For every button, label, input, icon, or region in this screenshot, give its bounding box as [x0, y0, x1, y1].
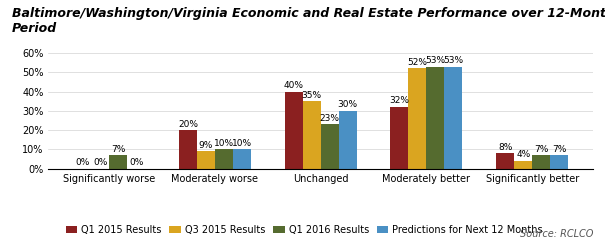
Bar: [408, 68, 427, 169]
Bar: [445, 67, 462, 169]
Text: 4%: 4%: [516, 150, 531, 160]
Bar: [215, 149, 233, 169]
Text: 0%: 0%: [129, 158, 143, 167]
Text: Source: RCLCO: Source: RCLCO: [520, 229, 593, 239]
Text: 10%: 10%: [232, 139, 252, 148]
Bar: [496, 153, 514, 169]
Text: 40%: 40%: [284, 81, 304, 90]
Text: 7%: 7%: [111, 145, 125, 154]
Text: 20%: 20%: [178, 120, 198, 129]
Bar: [550, 155, 568, 169]
Bar: [427, 67, 445, 169]
Text: 10%: 10%: [214, 139, 234, 148]
Bar: [285, 92, 302, 169]
Text: 8%: 8%: [498, 143, 512, 152]
Text: 9%: 9%: [198, 141, 213, 150]
Legend: Q1 2015 Results, Q3 2015 Results, Q1 2016 Results, Predictions for Next 12 Month: Q1 2015 Results, Q3 2015 Results, Q1 201…: [62, 221, 547, 239]
Text: 7%: 7%: [534, 145, 548, 154]
Bar: [321, 124, 339, 169]
Bar: [532, 155, 550, 169]
Text: 35%: 35%: [302, 91, 322, 100]
Text: 53%: 53%: [443, 56, 463, 65]
Bar: [339, 111, 356, 169]
Bar: [179, 130, 197, 169]
Text: 23%: 23%: [319, 114, 339, 123]
Bar: [109, 155, 127, 169]
Bar: [514, 161, 532, 169]
Bar: [233, 149, 251, 169]
Text: 0%: 0%: [75, 158, 90, 167]
Text: 30%: 30%: [338, 100, 358, 109]
Text: 32%: 32%: [390, 96, 410, 106]
Text: 0%: 0%: [93, 158, 107, 167]
Bar: [197, 151, 215, 169]
Text: 52%: 52%: [407, 58, 427, 67]
Text: 7%: 7%: [552, 145, 566, 154]
Bar: [390, 107, 408, 169]
Bar: [302, 101, 321, 169]
Text: 53%: 53%: [425, 56, 445, 65]
Text: Baltimore/Washington/Virginia Economic and Real Estate Performance over 12-Month: Baltimore/Washington/Virginia Economic a…: [12, 7, 605, 35]
